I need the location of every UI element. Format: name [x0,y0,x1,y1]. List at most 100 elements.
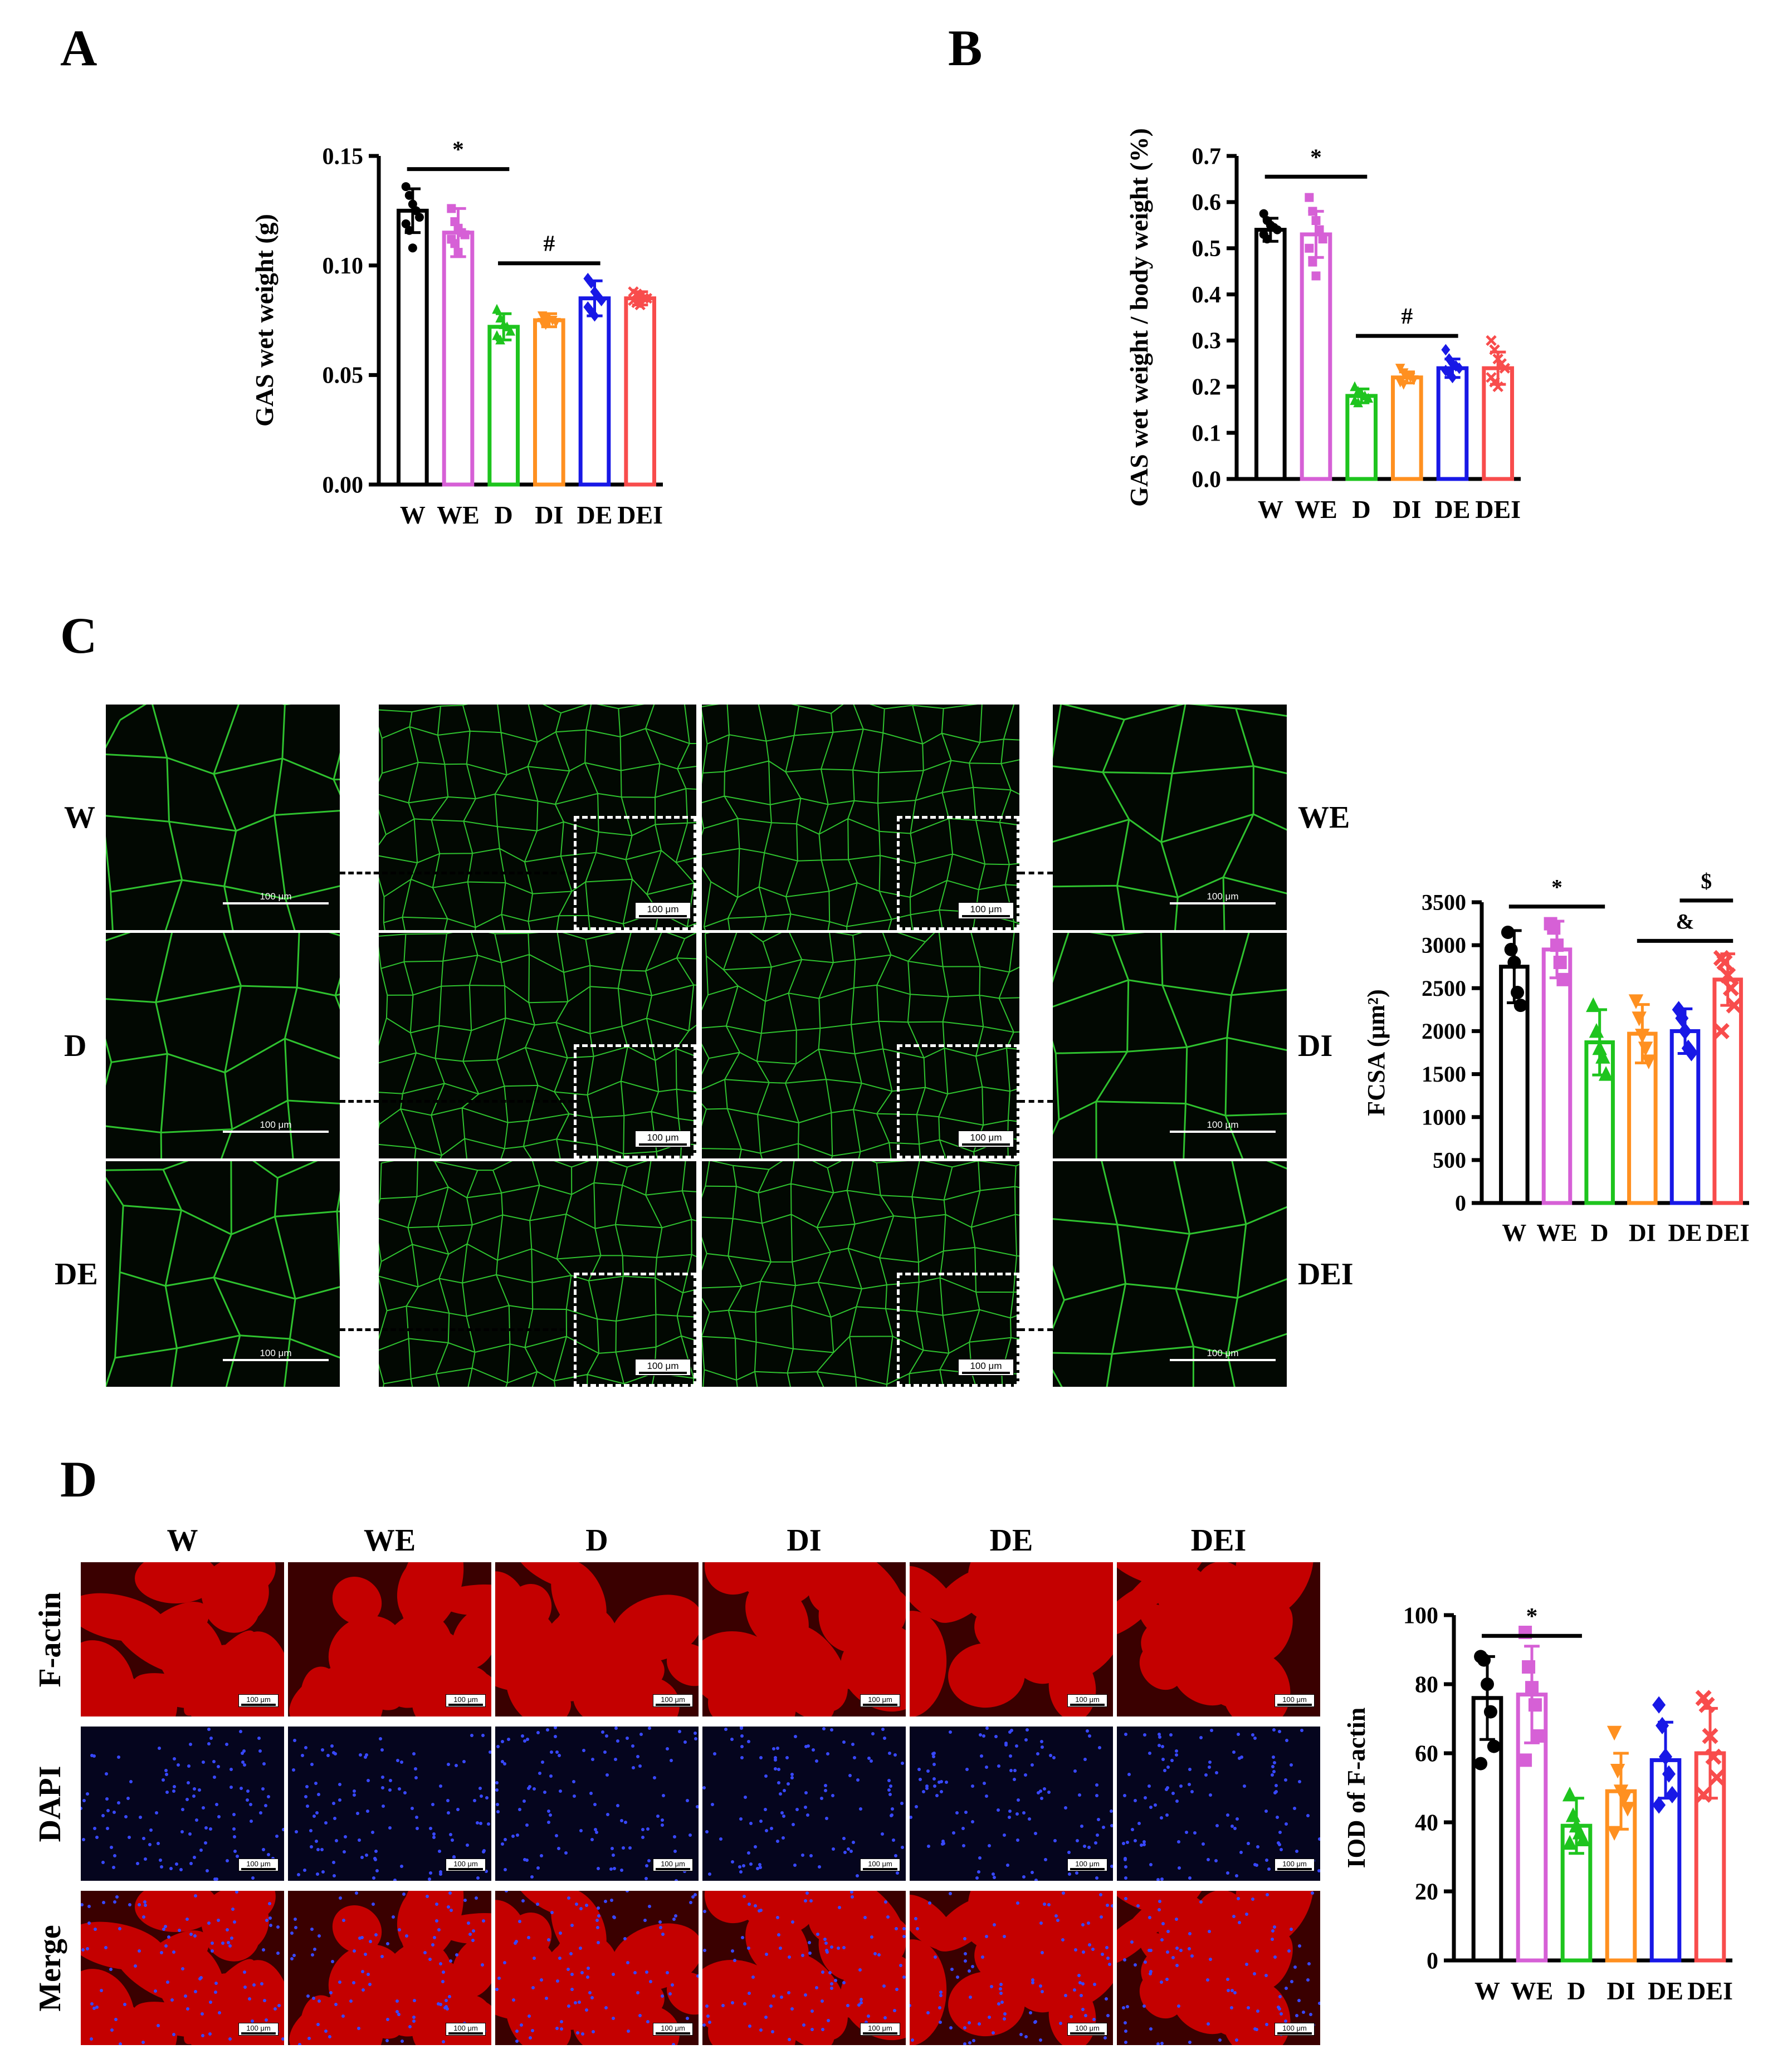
scale-bar-text: 100 μm [246,1860,271,1868]
data-point-square [1525,1681,1539,1695]
data-point-triangle [1353,397,1363,408]
y-axis-label: GAS wet weight / body weight (%) [1125,128,1153,507]
bar-de [578,296,611,487]
data-point-x [1492,381,1503,392]
scale-bar: 100 μm [958,1131,1014,1147]
scale-bar-line [241,2032,276,2035]
y-tick-label: 0.15 [323,144,364,169]
data-point-circle [401,219,411,228]
data-point-triangle [1562,1835,1578,1850]
scale-bar: 100 μm [446,2023,486,2036]
column-label-di: DI [787,1523,822,1558]
scale-bar-text: 100 μm [1282,1695,1307,1704]
data-point-square [1315,225,1324,234]
bar-dei [624,296,656,487]
scale-bar: 100 μm [653,1859,693,1871]
scale-bar-line [962,1143,1010,1146]
dapi-micrograph [495,1727,699,1881]
scale-bar-text: 100 μm [453,1695,478,1704]
scale-bar: 100 μm [1275,1694,1315,1707]
scale-bar-line [863,1704,897,1706]
scale-bar-line [1170,1131,1276,1133]
data-point-x [1726,997,1742,1014]
significance-marker: # [543,231,555,256]
scale-bar: 100 μm [238,2023,279,2036]
y-tick-label: 0.05 [323,363,364,389]
x-tick-label-d: D [1352,495,1371,524]
chart-b-gas-ratio: 0.0 0.1 0.2 0.3 0.4 0.5 0.6 0.7 GAS wet weight /… [1125,128,1521,524]
scale-bar: 100 μm [223,1348,329,1361]
bar-we [1541,947,1573,1205]
y-tick-label: 0.2 [1192,375,1222,400]
scale-bar: 100 μm [635,902,691,919]
scale-bar-text: 100 μm [1282,1860,1307,1868]
scale-bar: 100 μm [223,1119,329,1133]
x-tick-label-de: DE [1435,495,1471,524]
scale-bar: 100 μm [653,2023,693,2036]
column-label-d: D [585,1523,608,1558]
data-point-diamond [1652,1696,1666,1714]
data-point-x [1695,1786,1712,1803]
y-tick-label: 0.7 [1192,144,1222,169]
x-tick-label-w: W [1474,1977,1500,2005]
data-point-diamond [1652,1796,1666,1814]
data-point-triangle-down [1620,1802,1635,1817]
scale-bar-line [656,1868,690,1870]
merge-micrograph [910,1891,1113,2045]
data-point-diamond [1659,1748,1672,1766]
scale-bar-text: 100 μm [868,1695,892,1704]
inset-box [897,816,1019,930]
merge-micrograph [702,1891,906,2045]
scale-bar-line [1277,2032,1312,2035]
scale-bar-text: 100 μm [661,2024,685,2032]
significance-marker: * [1310,144,1322,169]
scale-bar: 100 μm [653,1694,693,1707]
scale-bar: 100 μm [446,1859,486,1871]
scale-bar-line [223,1131,329,1133]
data-point-circle [414,213,424,222]
data-point-square [1318,234,1327,244]
data-point-diamond [583,272,593,285]
y-tick-label: 2000 [1422,1019,1466,1044]
group-label-right: DEI [1298,1257,1354,1292]
data-point-square [1553,956,1567,969]
data-point-circle [1481,1678,1494,1691]
data-point-x [1698,1696,1715,1713]
x-tick-label-di: DI [1629,1219,1656,1246]
scale-bar-text: 100 μm [260,1119,292,1130]
data-point-triangle [505,326,516,336]
column-label-de: DE [989,1523,1033,1558]
scale-bar: 100 μm [223,891,329,904]
y-tick-label: 3000 [1422,933,1466,958]
scale-bar: 100 μm [860,1694,900,1707]
data-point-circle [408,243,417,253]
bar-we [1300,232,1332,481]
fiber-micrograph [106,1161,340,1387]
scale-bar: 100 μm [1067,2023,1107,2036]
x-tick-label-dei: DEI [617,501,663,529]
scale-bar-line [1277,1704,1312,1706]
data-point-square [1311,216,1321,225]
data-point-square [1305,193,1314,202]
scale-bar-text: 100 μm [246,2024,271,2032]
scale-bar-text: 100 μm [1207,891,1239,902]
data-point-square [460,230,470,239]
data-point-circle [1501,926,1515,939]
data-point-diamond [1441,364,1451,376]
data-point-circle [411,206,421,216]
data-point-x [1489,344,1500,355]
data-point-circle [1504,942,1518,956]
data-point-diamond [1441,344,1451,356]
inset-connector [340,1328,574,1331]
bar-we [442,231,475,487]
group-label-left: W [64,800,95,835]
scale-bar-line [962,915,1010,917]
data-point-triangle-down [1409,375,1419,385]
data-point-triangle [1565,1807,1581,1822]
y-tick-label: 0 [1455,1191,1466,1216]
data-point-x [1720,967,1736,984]
data-point-triangle-down [1398,380,1409,390]
x-tick-label-w: W [1258,495,1283,524]
y-tick-label: 0.0 [1192,467,1222,492]
scale-bar-text: 100 μm [661,1695,685,1704]
